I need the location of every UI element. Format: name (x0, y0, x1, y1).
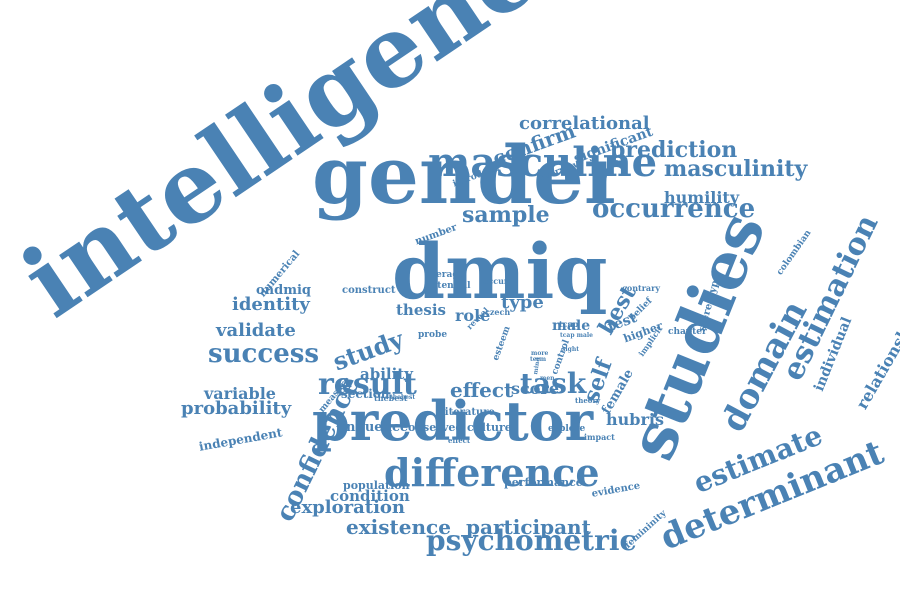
word-occurrence: occurrence (592, 194, 756, 224)
word-effect: effect (450, 378, 514, 402)
word-humility: humility (664, 188, 740, 207)
word-culture: culture (467, 421, 512, 434)
word-potential: potential (425, 281, 471, 291)
word-czech: czech (485, 307, 511, 317)
word-explore: explore (548, 424, 586, 434)
word-correlational: correlational (519, 113, 650, 134)
word-score: score (511, 379, 560, 398)
word-psychometric: psychometric (426, 524, 637, 557)
word-hubris: hubris (606, 410, 664, 429)
word-esteem: esteem (491, 324, 513, 363)
word-gender: gender (312, 128, 626, 222)
word-task: task (520, 367, 587, 400)
word-observed: observed (408, 421, 464, 434)
word-sight: sight (562, 346, 579, 353)
word-performance: performance (504, 476, 583, 489)
word-dmiq: dmiq (392, 227, 608, 316)
word-colombian: colombian (775, 228, 814, 278)
word-probability: probability (181, 398, 292, 419)
word-tcap: tcap (559, 319, 579, 329)
word-theory: theory (575, 396, 601, 405)
word-ondmiq: ondmiq (256, 283, 311, 298)
word-effect: effect (448, 436, 471, 445)
word-variable: variable (204, 384, 276, 403)
word-validate: validate (216, 320, 296, 341)
word-success: success (208, 339, 320, 369)
word-type: type (501, 292, 544, 313)
word-condition: condition (330, 487, 410, 505)
word-literature: literature (441, 407, 495, 418)
word-thesis: thesis (396, 301, 446, 319)
word-probe: probe (418, 330, 448, 340)
word-population: population (343, 479, 410, 492)
word-section: section (341, 387, 390, 401)
word-men: men (540, 375, 555, 382)
word-thebest: thebest (374, 393, 408, 403)
word-independent: independent (197, 425, 284, 454)
word-construct: construct (342, 285, 396, 296)
word-prediction: prediction (610, 137, 738, 163)
word-male: male (552, 318, 591, 334)
word-contrary: contrary (622, 283, 660, 293)
word-masculine: masculine (428, 139, 658, 186)
word-participant: participant (466, 515, 591, 539)
word-thebest: thebest (390, 394, 416, 401)
word-tcap-male: tcap male (560, 332, 593, 339)
word-role: role (455, 306, 491, 325)
word-chapter: chapter (668, 327, 707, 337)
word-masculinity: masculinity (664, 156, 808, 182)
word-existence: existence (346, 515, 451, 539)
word-identity: identity (232, 294, 310, 315)
word-difference: difference (384, 450, 600, 495)
word-predictor: predictor (312, 389, 594, 453)
word-sample: sample (462, 202, 550, 228)
word-impact: impact (584, 432, 615, 442)
word-influence: influence (341, 420, 409, 435)
word-occur: occur (483, 276, 509, 286)
word-ability: ability (360, 365, 413, 383)
word-more: more (531, 350, 549, 357)
word-relationship: relationship (852, 308, 900, 413)
word-result: result (318, 367, 417, 402)
word-exploration: exploration (290, 497, 406, 518)
word-average: average (425, 270, 465, 280)
word-term: term (530, 356, 547, 363)
